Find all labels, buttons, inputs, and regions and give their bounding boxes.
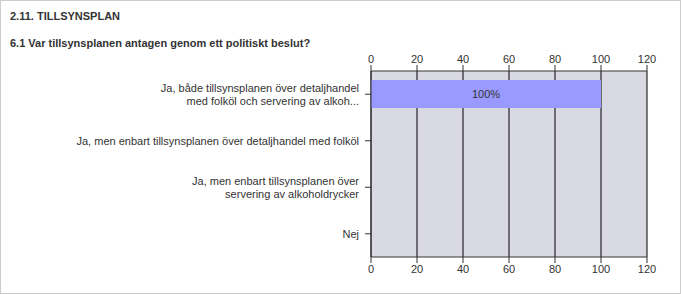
svg-text:20: 20 (411, 53, 423, 65)
svg-text:120: 120 (638, 53, 656, 65)
svg-text:40: 40 (457, 53, 469, 65)
svg-text:120: 120 (638, 263, 656, 275)
svg-text:Ja, både tillsynsplanen över d: Ja, både tillsynsplanen över detaljhande… (161, 82, 359, 107)
svg-text:80: 80 (549, 53, 561, 65)
svg-text:Nej: Nej (342, 228, 359, 240)
svg-text:60: 60 (503, 53, 515, 65)
svg-text:Ja, men enbart tillsynsplanen: Ja, men enbart tillsynsplanen överserver… (192, 175, 359, 200)
svg-text:20: 20 (411, 263, 423, 275)
svg-text:0: 0 (368, 263, 374, 275)
svg-text:0: 0 (368, 53, 374, 65)
svg-text:60: 60 (503, 263, 515, 275)
svg-text:100: 100 (592, 53, 610, 65)
svg-text:40: 40 (457, 263, 469, 275)
html-text:6.1 Var tillsynsplanen antagen: 6.1 Var tillsynsplanen antagen genom ett… (10, 37, 311, 49)
svg-text:100%: 100% (472, 88, 500, 100)
svg-text:100: 100 (592, 263, 610, 275)
html-text:2.11. TILLSYNSPLAN: 2.11. TILLSYNSPLAN (10, 10, 120, 22)
svg-text:80: 80 (549, 263, 561, 275)
svg-text:Ja, men enbart tillsynsplanen: Ja, men enbart tillsynsplanen över detal… (77, 135, 360, 147)
